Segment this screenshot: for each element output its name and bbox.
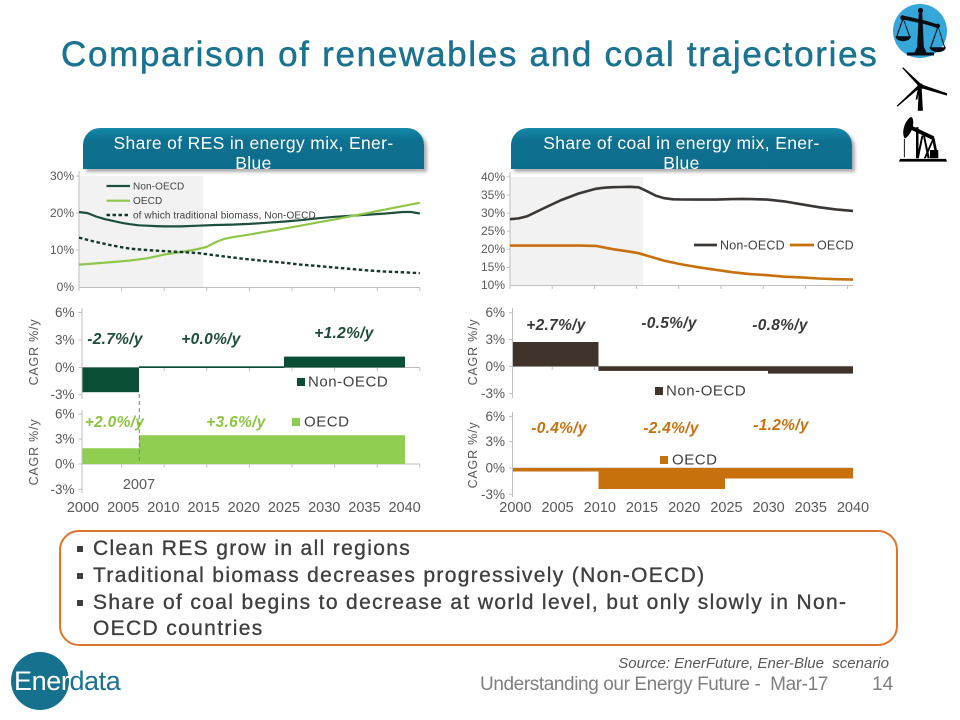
svg-text:CAGR %/y: CAGR %/y <box>27 419 41 486</box>
svg-text:6%: 6% <box>55 305 75 320</box>
svg-text:2010: 2010 <box>584 500 616 516</box>
svg-text:+3.6%/y: +3.6%/y <box>206 414 266 431</box>
svg-text:CAGR %/y: CAGR %/y <box>27 319 41 386</box>
svg-text:-3%: -3% <box>481 487 505 502</box>
svg-text:0%: 0% <box>57 280 75 294</box>
svg-text:2025: 2025 <box>710 500 742 516</box>
svg-text:3%: 3% <box>55 432 75 447</box>
svg-text:-0.5%/y: -0.5%/y <box>641 315 698 332</box>
svg-text:-3%: -3% <box>50 387 74 402</box>
svg-text:6%: 6% <box>55 407 75 422</box>
svg-text:3%: 3% <box>485 434 505 449</box>
svg-text:-2.7%/y: -2.7%/y <box>87 331 144 348</box>
svg-text:2007: 2007 <box>123 477 155 493</box>
svg-text:2030: 2030 <box>752 500 784 516</box>
svg-text:3%: 3% <box>485 332 505 347</box>
svg-text:25%: 25% <box>481 224 505 238</box>
svg-text:2025: 2025 <box>268 500 300 516</box>
svg-text:2000: 2000 <box>67 500 99 516</box>
svg-text:2015: 2015 <box>187 500 219 516</box>
svg-text:+0.0%/y: +0.0%/y <box>181 331 241 348</box>
svg-text:2005: 2005 <box>541 500 573 516</box>
svg-text:-0.4%/y: -0.4%/y <box>531 420 588 437</box>
svg-text:CAGR %/y: CAGR %/y <box>466 422 480 489</box>
svg-text:Non-OECD: Non-OECD <box>720 239 785 253</box>
svg-text:OECD: OECD <box>672 452 718 469</box>
svg-text:20%: 20% <box>50 206 74 220</box>
svg-text:-3%: -3% <box>481 386 505 401</box>
svg-text:2040: 2040 <box>388 500 420 516</box>
svg-text:+2.7%/y: +2.7%/y <box>526 317 586 334</box>
svg-text:Non-OECD: Non-OECD <box>666 383 746 400</box>
svg-text:2020: 2020 <box>228 500 260 516</box>
svg-text:Non-OECD: Non-OECD <box>308 374 388 391</box>
svg-text:OECD: OECD <box>817 239 854 253</box>
svg-text:2005: 2005 <box>107 500 139 516</box>
svg-text:2020: 2020 <box>668 500 700 516</box>
svg-text:2010: 2010 <box>147 500 179 516</box>
svg-text:30%: 30% <box>50 169 74 183</box>
svg-text:-2.4%/y: -2.4%/y <box>643 420 700 437</box>
svg-text:OECD: OECD <box>304 414 350 431</box>
svg-text:6%: 6% <box>485 305 505 320</box>
svg-text:+1.2%/y: +1.2%/y <box>314 325 374 342</box>
svg-text:0%: 0% <box>55 360 75 375</box>
svg-text:CAGR %/y: CAGR %/y <box>466 319 480 386</box>
svg-text:2040: 2040 <box>837 500 869 516</box>
svg-text:-1.2%/y: -1.2%/y <box>753 417 810 434</box>
svg-text:2000: 2000 <box>499 500 531 516</box>
svg-text:2030: 2030 <box>308 500 340 516</box>
svg-text:Non-OECD: Non-OECD <box>133 182 184 193</box>
svg-text:40%: 40% <box>481 170 505 184</box>
svg-text:10%: 10% <box>50 243 74 257</box>
svg-text:30%: 30% <box>481 206 505 220</box>
svg-text:10%: 10% <box>481 278 505 292</box>
svg-text:0%: 0% <box>485 359 505 374</box>
svg-text:OECD: OECD <box>133 196 162 207</box>
svg-text:+2.0%/y: +2.0%/y <box>85 414 145 431</box>
svg-text:0%: 0% <box>55 457 75 472</box>
svg-text:-3%: -3% <box>50 482 74 497</box>
svg-text:15%: 15% <box>481 260 505 274</box>
svg-text:6%: 6% <box>485 409 505 424</box>
svg-text:0%: 0% <box>485 461 505 476</box>
svg-text:of which traditional biomass,: of which traditional biomass, Non-OECD <box>133 211 316 222</box>
svg-text:2035: 2035 <box>348 500 380 516</box>
svg-text:35%: 35% <box>481 188 505 202</box>
svg-text:20%: 20% <box>481 242 505 256</box>
svg-text:3%: 3% <box>55 333 75 348</box>
svg-text:2015: 2015 <box>626 500 658 516</box>
svg-text:-0.8%/y: -0.8%/y <box>752 317 809 334</box>
svg-text:2035: 2035 <box>795 500 827 516</box>
